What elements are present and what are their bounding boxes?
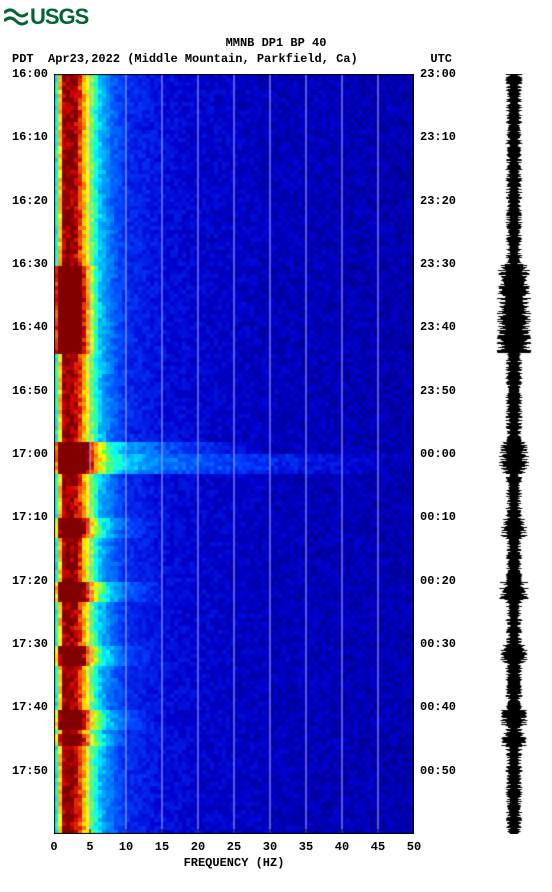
chart-title: MMNB DP1 BP 40 (0, 36, 552, 50)
spectrogram-canvas (54, 74, 414, 834)
xtick: 5 (75, 840, 105, 854)
ytick-right: 00:40 (420, 700, 480, 714)
ytick-right: 00:30 (420, 637, 480, 651)
xtick: 0 (39, 840, 69, 854)
ytick-left: 16:50 (0, 384, 48, 398)
xtick: 20 (183, 840, 213, 854)
ytick-right: 00:20 (420, 574, 480, 588)
ytick-left: 16:10 (0, 130, 48, 144)
ytick-left: 17:10 (0, 510, 48, 524)
ytick-right: 23:00 (420, 67, 480, 81)
xtick: 30 (255, 840, 285, 854)
ytick-right: 00:10 (420, 510, 480, 524)
ytick-left: 17:20 (0, 574, 48, 588)
ytick-right: 23:10 (420, 130, 480, 144)
ytick-right: 23:40 (420, 320, 480, 334)
xtick: 25 (219, 840, 249, 854)
ytick-left: 16:30 (0, 257, 48, 271)
usgs-wave-icon (4, 7, 28, 27)
xtick: 45 (363, 840, 393, 854)
xtick: 50 (399, 840, 429, 854)
chart-subtitle: PDT Apr23,2022 (Middle Mountain, Parkfie… (12, 52, 452, 66)
ytick-right: 23:30 (420, 257, 480, 271)
ytick-left: 17:40 (0, 700, 48, 714)
ytick-right: 23:50 (420, 384, 480, 398)
xtick: 35 (291, 840, 321, 854)
ytick-left: 17:00 (0, 447, 48, 461)
ytick-left: 16:40 (0, 320, 48, 334)
waveform-canvas (490, 74, 538, 834)
xtick: 40 (327, 840, 357, 854)
ytick-left: 17:50 (0, 764, 48, 778)
xtick: 15 (147, 840, 177, 854)
ytick-right: 23:20 (420, 194, 480, 208)
ytick-right: 00:00 (420, 447, 480, 461)
ytick-left: 16:20 (0, 194, 48, 208)
ytick-right: 00:50 (420, 764, 480, 778)
x-axis-label: FREQUENCY (HZ) (54, 856, 414, 870)
logo-text: USGS (30, 4, 88, 30)
ytick-left: 16:00 (0, 67, 48, 81)
xtick: 10 (111, 840, 141, 854)
plot-area: FREQUENCY (HZ) 16:0023:0016:1023:1016:20… (0, 74, 552, 866)
usgs-logo: USGS (4, 4, 552, 30)
ytick-left: 17:30 (0, 637, 48, 651)
